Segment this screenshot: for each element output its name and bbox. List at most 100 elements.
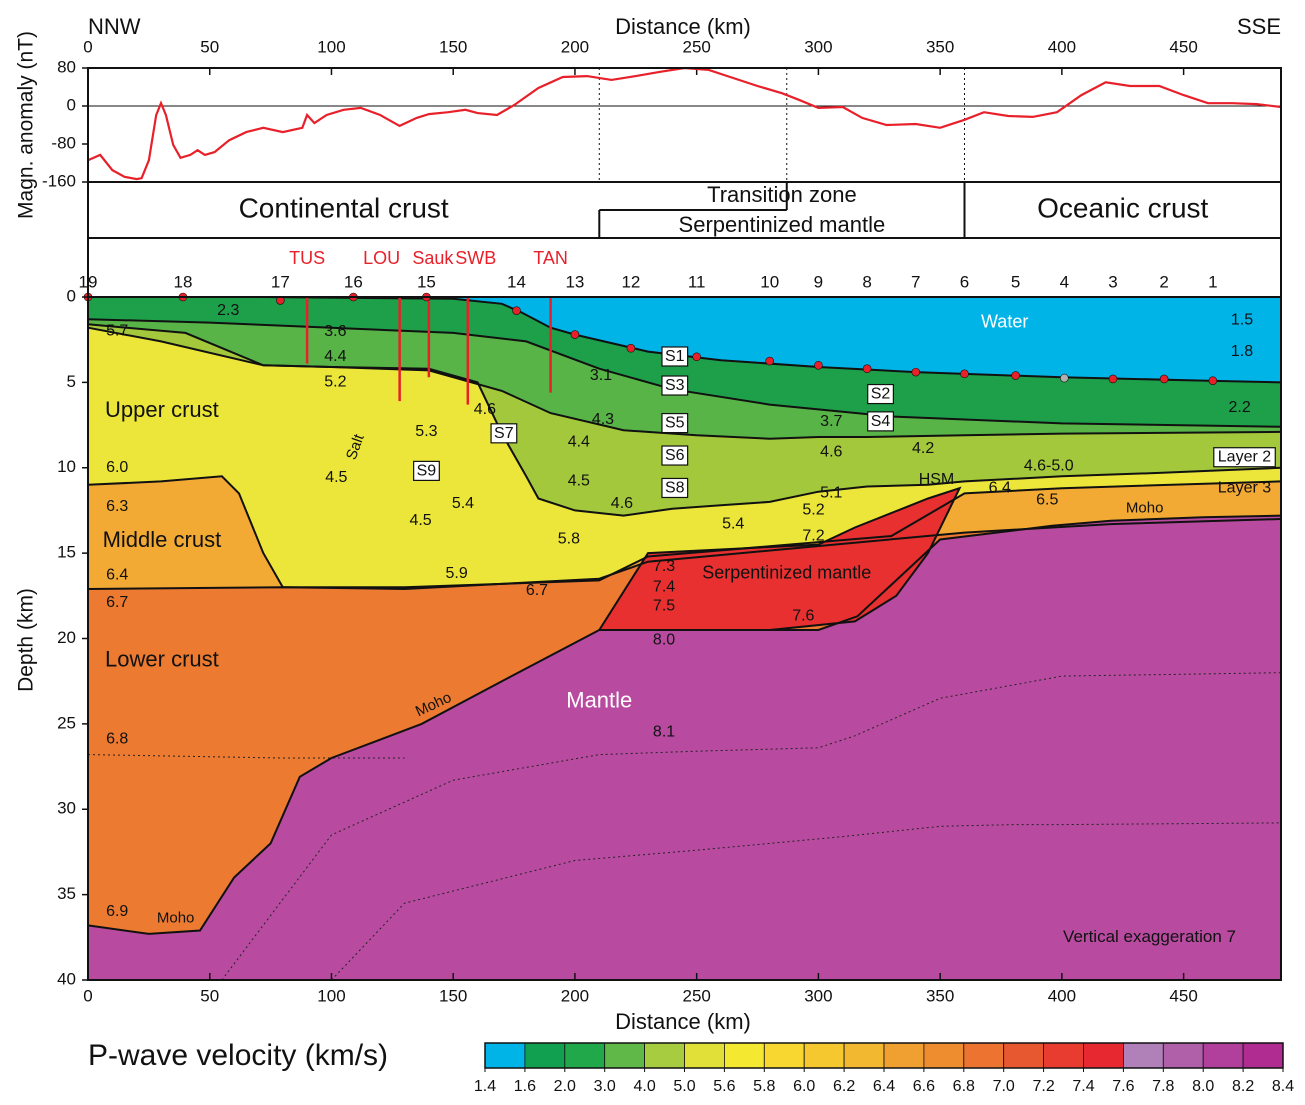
x-tick-label: 50 (200, 986, 219, 1005)
region-label: Moho (1126, 500, 1164, 517)
boundary-line (87, 318, 1282, 428)
boundary-line (87, 514, 1282, 935)
colorbar-label: 7.4 (1072, 1078, 1094, 1095)
x-tick-label: 250 (682, 986, 710, 1005)
colorbar-cell (1202, 1042, 1244, 1069)
x-tick-label: 100 (317, 986, 345, 1005)
station (862, 364, 872, 374)
velocity-label: 4.5 (568, 473, 590, 490)
colorbar-label: 1.4 (474, 1078, 496, 1095)
colorbar-label: 7.2 (1032, 1078, 1054, 1095)
velocity-label: 4.5 (409, 512, 431, 529)
region-label: 4.6-5.0 (1024, 457, 1074, 474)
boundary-line (87, 475, 1282, 589)
x-tick-label: 0 (83, 986, 92, 1005)
y-tick-label: 40 (57, 969, 76, 988)
x-tick-label: 250 (682, 37, 710, 56)
x-tick-label: 450 (1169, 37, 1197, 56)
station-label: 1 (1208, 272, 1217, 291)
velocity-label: 7.6 (792, 608, 814, 625)
x-tick-label: 350 (926, 986, 954, 1005)
colorbar-label: 8.4 (1272, 1078, 1294, 1095)
station (911, 367, 921, 377)
segment-label: S5 (665, 415, 685, 432)
station (570, 330, 580, 339)
station-label: 13 (565, 272, 584, 291)
region-label: Water (981, 311, 1028, 331)
x-tick-label: 400 (1048, 37, 1076, 56)
velocity-label: 4.5 (325, 469, 347, 486)
well-name: TUS (289, 248, 325, 268)
velocity-label: 4.3 (592, 411, 614, 428)
colorbar-label: 5.6 (713, 1078, 735, 1095)
x-tick-label: 350 (926, 37, 954, 56)
x-axis-title: Distance (km) (615, 1009, 751, 1034)
velocity-label: 3.1 (590, 367, 612, 384)
colorbar-frame (484, 1042, 1284, 1069)
station (1011, 371, 1020, 380)
velocity-label: 4.4 (324, 348, 346, 365)
colorbar-cell (1162, 1042, 1204, 1069)
x-tick-label: 300 (804, 986, 832, 1005)
segment-label: S7 (494, 425, 514, 442)
colorbar-label: 7.8 (1152, 1078, 1174, 1095)
velocity-label: 5.7 (106, 322, 128, 339)
y-tick-label: 25 (57, 713, 76, 732)
well-name: Sauk (412, 248, 454, 268)
station-label: 18 (173, 272, 192, 291)
velocity-label: 6.4 (106, 567, 128, 584)
contour (221, 672, 1282, 981)
velocity-label: 5.3 (415, 423, 437, 440)
colorbar-title: P-wave velocity (km/s) (88, 1039, 388, 1072)
colorbar-cell (484, 1042, 526, 1069)
colorbar-label: 4.0 (633, 1078, 655, 1095)
segment-label: S1 (665, 348, 685, 365)
colorbar-label: 3.0 (594, 1078, 616, 1095)
section-frame (87, 296, 1282, 981)
region-label: Mantle (566, 687, 632, 712)
y-tick-label: 0 (67, 95, 76, 114)
x-tick-label: 50 (200, 37, 219, 56)
colorbar-label: 8.0 (1192, 1078, 1214, 1095)
station (1108, 374, 1118, 384)
velocity-label: 4.6 (474, 401, 496, 418)
velocity-label: 7.5 (653, 597, 675, 614)
anomaly-line (87, 66, 1282, 181)
velocity-label: 5.4 (722, 515, 744, 532)
colorbar-label: 6.0 (793, 1078, 815, 1095)
velocity-label: 1.8 (1231, 343, 1253, 360)
velocity-label: 8.0 (653, 631, 675, 648)
region-label: Middle crust (103, 527, 222, 552)
velocity-label: 6.7 (106, 594, 128, 611)
y-tick-label: 80 (57, 57, 76, 76)
station-label: 8 (862, 272, 871, 291)
region-label: Serpentinized mantle (702, 562, 871, 582)
station-label: 11 (688, 272, 706, 291)
zone-label: Continental crust (239, 192, 449, 223)
label-box (661, 375, 689, 396)
colorbar-cell (524, 1042, 566, 1069)
y-tick-label: 5 (67, 372, 76, 391)
velocity-label: 5.9 (445, 565, 467, 582)
station (626, 343, 636, 353)
station (1159, 374, 1169, 384)
station-label: 6 (960, 272, 969, 291)
velocity-label: 4.6 (611, 495, 633, 512)
y-tick-label: 10 (57, 457, 76, 476)
velocity-label: 6.9 (106, 903, 128, 920)
y-tick-label: 0 (67, 286, 76, 305)
label-box (1213, 447, 1276, 468)
station (512, 306, 521, 315)
segment-label: S9 (417, 462, 437, 479)
station-label: 2 (1159, 272, 1168, 291)
station (765, 356, 775, 366)
zone-label: Oceanic crust (1037, 192, 1208, 223)
velocity-label: 4.2 (912, 440, 934, 457)
direction-label: SSE (1237, 14, 1281, 39)
x-tick-label: 400 (1048, 986, 1076, 1005)
label-box (661, 445, 689, 466)
y-axis-title: Depth (km) (15, 588, 38, 692)
y-tick-label: 35 (57, 884, 76, 903)
